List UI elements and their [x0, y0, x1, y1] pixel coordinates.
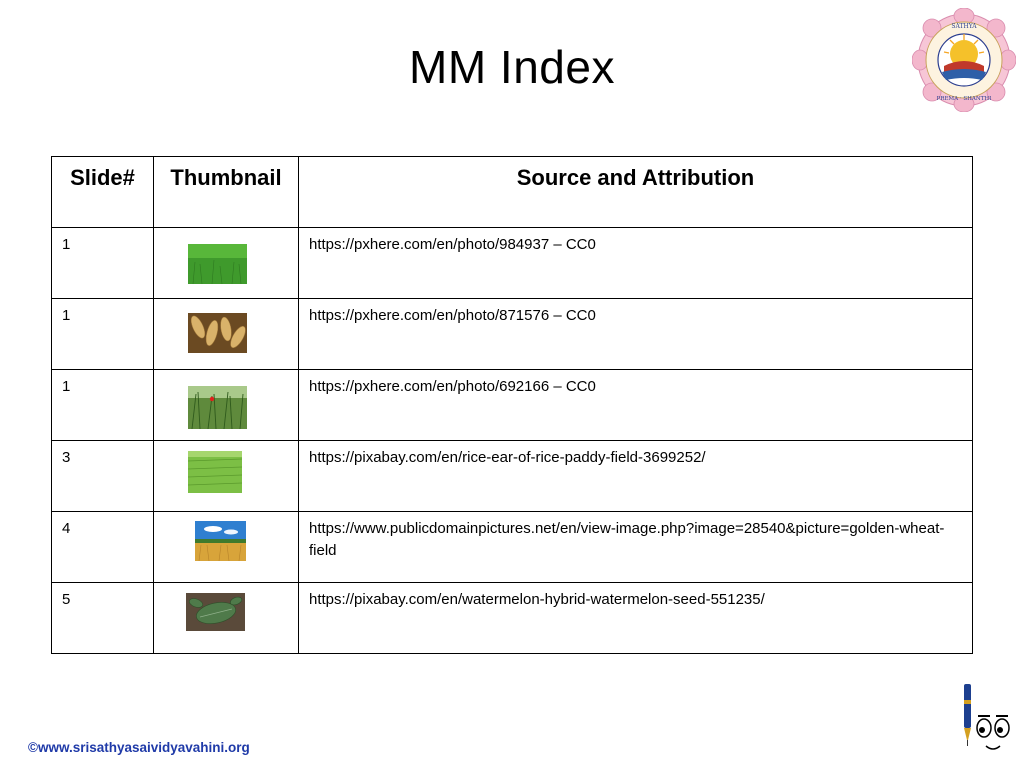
- table-row: 3 https://pixabay.com/en/rice-ear-of-ric…: [51, 440, 973, 512]
- slide-number: 1: [62, 378, 71, 395]
- table-row: 1 https://pxher: [51, 369, 973, 441]
- thumbnail-wheat-ears[interactable]: [188, 313, 247, 353]
- thumbnail-watermelon-seedling[interactable]: [186, 593, 245, 631]
- table-row: 4 ht: [51, 511, 973, 583]
- table-row: 1 https://pxhere.com/en/photo/984937 – C…: [51, 227, 973, 299]
- table-header-row: Slide# Thumbnail Source and Attribution: [51, 156, 973, 228]
- slide-number: 4: [62, 520, 71, 537]
- source-attribution: https://pixabay.com/en/watermelon-hybrid…: [309, 591, 765, 608]
- thumbnail-green-grass[interactable]: [188, 244, 247, 284]
- thumbnail-wheat-with-poppy[interactable]: [188, 386, 247, 429]
- thumbnail-rice-paddy[interactable]: [188, 451, 242, 493]
- slide-number: 1: [62, 236, 71, 253]
- mm-index-table: Slide# Thumbnail Source and Attribution …: [51, 156, 973, 654]
- header-source: Source and Attribution: [298, 156, 973, 228]
- pen-mascot-icon: [964, 684, 1010, 750]
- logo-word-sathya: SATHYA: [951, 23, 977, 30]
- header-slide: Slide#: [51, 156, 154, 228]
- slide-number: 3: [62, 449, 71, 466]
- source-attribution: https://pxhere.com/en/photo/871576 – CC0: [309, 307, 596, 324]
- source-attribution: https://pixabay.com/en/rice-ear-of-rice-…: [309, 449, 706, 466]
- thumbnail-golden-wheat-field[interactable]: [195, 521, 246, 561]
- header-thumbnail: Thumbnail: [153, 156, 299, 228]
- source-attribution: https://pxhere.com/en/photo/984937 – CC0: [309, 236, 596, 253]
- copyright-footer: ©www.srisathyasaividyavahini.org: [28, 740, 250, 755]
- school-logo: SATHYA PREMA · SHANTHI: [912, 8, 1016, 112]
- slide-number: 1: [62, 307, 71, 324]
- page-title: MM Index: [409, 41, 615, 93]
- table-row: 1 https://pxhere.com/en/photo/871576 – C…: [51, 298, 973, 370]
- logo-word-prema: PREMA · SHANTHI: [937, 96, 992, 102]
- source-attribution: https://www.publicdomainpictures.net/en/…: [309, 520, 945, 559]
- table-row: 5 https://pixabay.com/en/watermelon-hybr…: [51, 582, 973, 654]
- slide-number: 5: [62, 591, 71, 608]
- source-attribution: https://pxhere.com/en/photo/692166 – CC0: [309, 378, 596, 395]
